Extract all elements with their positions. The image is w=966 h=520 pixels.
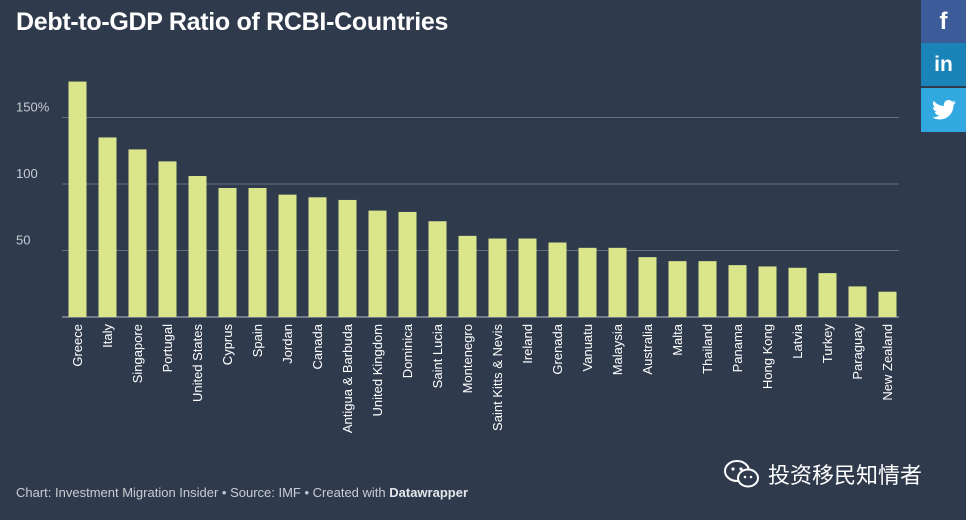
x-category-label: Malta	[670, 323, 685, 356]
bar[interactable]	[308, 197, 327, 317]
bar[interactable]	[638, 257, 657, 317]
x-category-label: Saint Lucia	[430, 323, 445, 388]
linkedin-share-button[interactable]: in	[921, 43, 966, 86]
bar[interactable]	[278, 194, 297, 317]
bar[interactable]	[548, 242, 567, 317]
bar[interactable]	[758, 266, 777, 317]
bar[interactable]	[158, 161, 177, 317]
x-category-label: Grenada	[550, 323, 565, 374]
x-category-label: New Zealand	[880, 324, 895, 401]
bar[interactable]	[68, 81, 87, 317]
bar[interactable]	[368, 210, 387, 317]
bar[interactable]	[578, 247, 597, 317]
x-category-label: Cyprus	[220, 324, 235, 366]
x-category-label: Spain	[250, 324, 265, 357]
bar[interactable]	[398, 211, 417, 317]
x-category-label: Thailand	[700, 324, 715, 374]
x-category-label: Montenegro	[460, 324, 475, 393]
x-category-label: Latvia	[790, 323, 805, 358]
footer-source: Chart: Investment Migration Insider • So…	[16, 485, 390, 500]
bar[interactable]	[698, 261, 717, 317]
watermark-text: 投资移民知情者	[768, 464, 923, 489]
linkedin-icon: in	[934, 52, 953, 76]
bar[interactable]	[428, 221, 447, 317]
bar[interactable]	[818, 273, 837, 317]
x-category-label: Hong Kong	[760, 324, 775, 389]
wechat-icon	[724, 460, 759, 488]
x-category-label: Paraguay	[850, 324, 865, 380]
chart-footer: Chart: Investment Migration Insider • So…	[16, 485, 468, 500]
x-category-label: Singapore	[130, 324, 145, 383]
bar[interactable]	[128, 149, 147, 317]
x-category-label: Vanuatu	[580, 324, 595, 371]
bar[interactable]	[668, 261, 687, 317]
x-category-label: United Kingdom	[370, 324, 385, 417]
bar[interactable]	[458, 235, 477, 317]
datawrapper-link[interactable]: Datawrapper	[389, 485, 468, 500]
x-category-label: Canada	[310, 323, 325, 369]
bar[interactable]	[848, 286, 867, 317]
x-category-label: Dominica	[400, 323, 415, 378]
twitter-bird-icon	[931, 100, 956, 120]
bar[interactable]	[788, 267, 807, 317]
bar[interactable]	[878, 291, 897, 317]
bar[interactable]	[488, 238, 507, 317]
facebook-icon: f	[939, 7, 948, 35]
x-category-label: Italy	[100, 324, 115, 348]
wechat-watermark: 投资移民知情者	[724, 458, 922, 490]
y-tick-label: 150%	[16, 100, 50, 115]
chart-title: Debt-to-GDP Ratio of RCBI-Countries	[16, 8, 449, 36]
bar[interactable]	[98, 137, 117, 317]
x-category-label: Jordan	[280, 324, 295, 364]
y-tick-label: 100	[16, 166, 38, 181]
bar[interactable]	[518, 238, 537, 317]
twitter-share-button[interactable]	[921, 88, 966, 132]
facebook-share-button[interactable]: f	[921, 0, 966, 43]
x-category-label: Malaysia	[610, 323, 625, 375]
x-category-label: Greece	[70, 324, 85, 367]
bar[interactable]	[338, 199, 357, 317]
bar[interactable]	[188, 176, 207, 317]
x-category-label: Portugal	[160, 324, 175, 373]
x-category-label: Turkey	[820, 324, 835, 364]
bar[interactable]	[218, 187, 237, 317]
x-category-label: United States	[190, 324, 205, 403]
x-category-label: Ireland	[520, 324, 535, 364]
bars	[68, 81, 897, 317]
y-tick-label: 50	[16, 233, 30, 248]
x-category-label: Antigua & Barbuda	[340, 323, 355, 433]
x-category-label: Australia	[640, 323, 655, 374]
x-category-label: Panama	[730, 323, 745, 372]
x-category-label: Saint Kitts & Nevis	[490, 324, 505, 431]
category-labels: Greece Italy Singapore Portugal United State…	[70, 323, 895, 433]
bar[interactable]	[728, 265, 747, 317]
bar[interactable]	[248, 187, 267, 317]
bar[interactable]	[608, 247, 627, 317]
